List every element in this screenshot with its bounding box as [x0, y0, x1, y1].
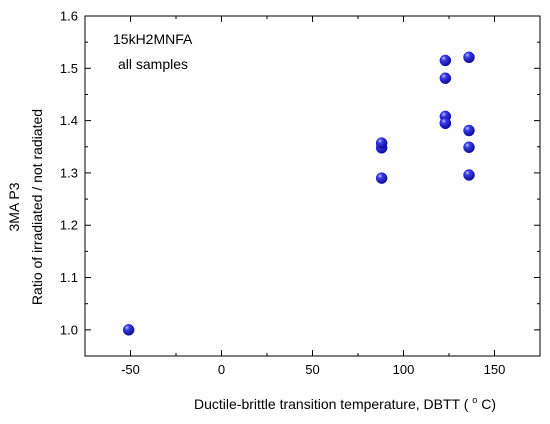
annotation-sample-name: 15kH2MNFA: [113, 31, 193, 47]
data-point: [439, 72, 452, 84]
y-tick-label: 1.6: [60, 9, 78, 24]
x-axis-title: Ductile-brittle transition temperature, …: [194, 390, 496, 412]
annotations: 15kH2MNFA all samples: [113, 31, 193, 72]
data-point: [463, 141, 475, 154]
y-axis-title-line1: 3MA P3: [6, 182, 22, 231]
data-points: [122, 51, 475, 336]
data-point: [439, 54, 452, 67]
x-tick-label: 50: [305, 362, 319, 377]
data-point: [463, 169, 475, 181]
x-tick-label: 150: [484, 362, 506, 377]
y-tick-label: 1.1: [60, 270, 78, 285]
x-axis-unit-open: (: [464, 396, 469, 412]
data-point: [439, 117, 452, 129]
y-tick-label: 1.0: [60, 322, 78, 337]
data-point: [375, 137, 388, 149]
y-tick-label: 1.2: [60, 218, 78, 233]
y-tick-label: 1.5: [60, 61, 78, 76]
data-point: [122, 324, 135, 336]
y-tick-label: 1.4: [60, 113, 78, 128]
x-axis-unit-degree: o: [472, 395, 477, 405]
ticks: -50 0 50 100 150 1.0 1.1 1.2 1.3 1.4 1.5 1.6: [60, 9, 541, 377]
x-tick-label: 0: [218, 362, 225, 377]
x-axis-title-text: Ductile-brittle transition temperature, …: [194, 396, 461, 412]
axis-titles: Ductile-brittle transition temperature, …: [6, 109, 496, 412]
x-tick-label: 100: [393, 362, 415, 377]
y-axis-title-line2: Ratio of irradiated / not radiated: [29, 109, 45, 305]
y-tick-label: 1.3: [60, 165, 78, 180]
data-point: [463, 51, 475, 64]
x-axis-unit-close: C): [481, 396, 496, 412]
data-point: [375, 172, 388, 184]
annotation-all-samples: all samples: [118, 56, 188, 72]
x-tick-label: -50: [121, 362, 140, 377]
data-point: [463, 124, 475, 137]
